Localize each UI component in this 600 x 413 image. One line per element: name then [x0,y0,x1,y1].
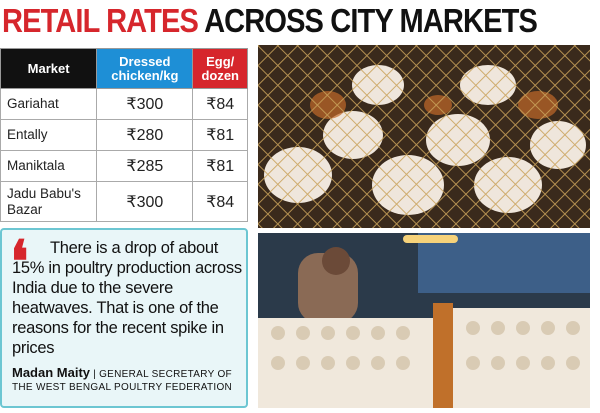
photo-eggs [258,233,590,408]
price-cell: ₹285 [96,150,194,182]
market-cell: Gariahat [0,88,98,120]
speaker-name: Madan Maity [12,365,91,380]
quote-box: ❛ There is a drop of about 15% in poultr… [0,228,248,408]
attribution: Madan Maity | GENERAL SECRETARY OF THE W… [12,365,233,393]
headline-black: ACROSS CITY MARKETS [204,2,538,39]
price-table: Market Dressed chicken/kg Egg/ dozen Gar… [0,48,248,222]
price-cell: ₹84 [192,181,248,222]
speaker-role: GENERAL SECRETARY OF THE WEST BENGAL POU… [12,369,233,393]
table-row: Entally ₹280 ₹81 [0,119,248,151]
quote-mark: ❛ [10,230,29,295]
price-cell: ₹280 [96,119,194,151]
price-cell: ₹300 [96,88,194,120]
table-row: Maniktala ₹285 ₹81 [0,150,248,182]
price-cell: ₹84 [192,88,248,120]
photo-chickens [258,45,590,228]
header-row: Market Dressed chicken/kg Egg/ dozen [0,48,248,89]
price-cell: ₹81 [192,119,248,151]
market-cell: Maniktala [0,150,98,182]
table-row: Jadu Babu's Bazar ₹300 ₹84 [0,181,248,222]
headline-red: RETAIL RATES [2,2,199,39]
table-row: Gariahat ₹300 ₹84 [0,88,248,120]
headline: RETAIL RATES ACROSS CITY MARKETS [2,2,538,40]
market-cell: Jadu Babu's Bazar [0,181,98,222]
quote-text: There is a drop of about 15% in poultry … [12,239,242,357]
column-header: Egg/ dozen [192,48,248,89]
column-header: Dressed chicken/kg [96,48,194,89]
column-header: Market [0,48,98,89]
market-cell: Entally [0,119,98,151]
price-cell: ₹81 [192,150,248,182]
price-cell: ₹300 [96,181,194,222]
